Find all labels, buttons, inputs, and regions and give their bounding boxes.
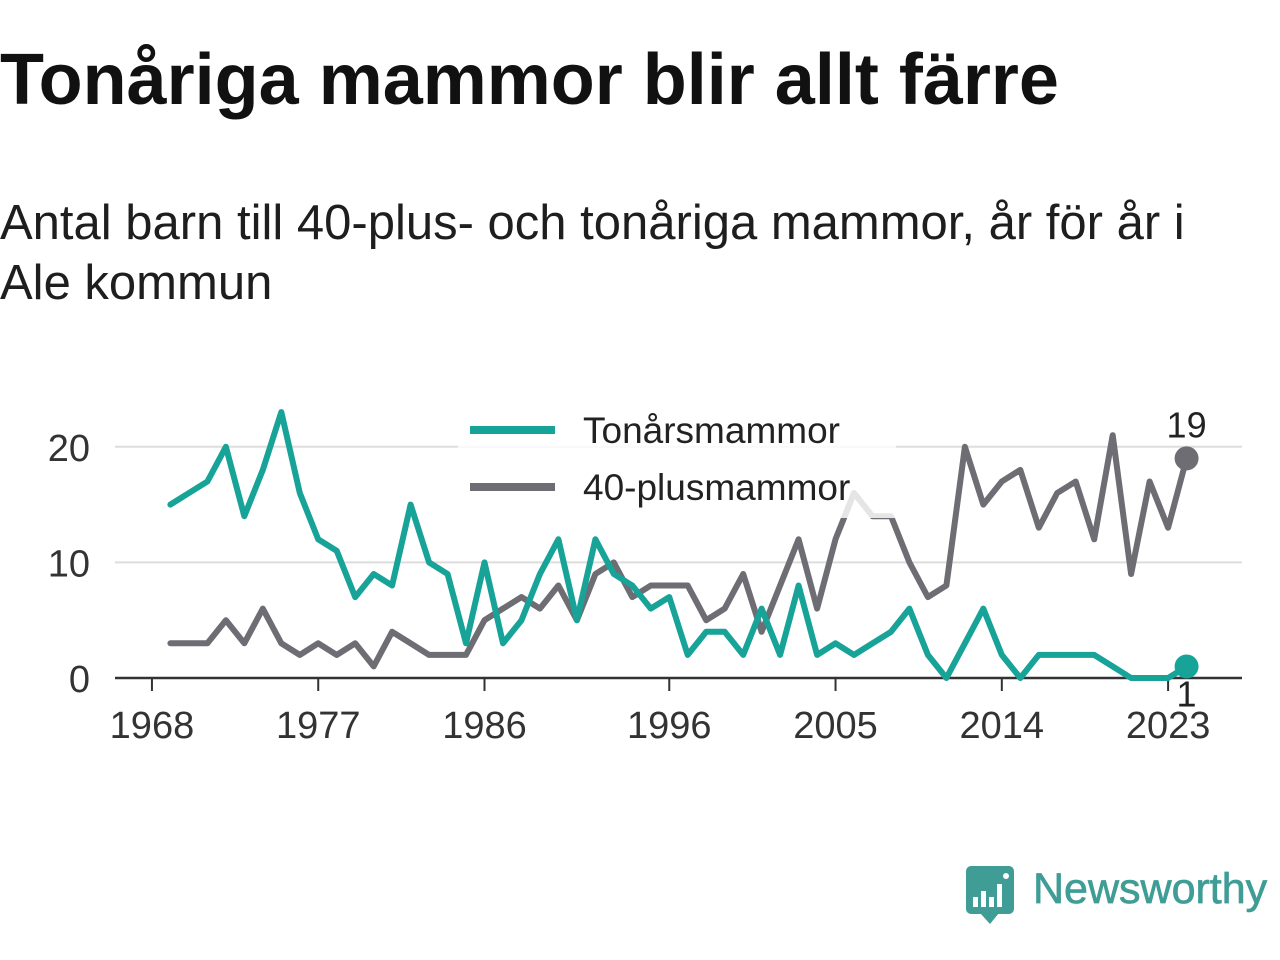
x-axis: 1968 1977 1986 1996 2005 2014 2023 [110, 676, 1242, 747]
x-tick-label-1977: 1977 [276, 705, 361, 747]
legend: Tonårsmammor 40-plusmammor [458, 402, 896, 518]
end-marker-40-plusmammor [1174, 446, 1199, 471]
chart-subtitle: Antal barn till 40-plus- och tonåriga ma… [0, 196, 1185, 310]
logo-icon-bar [997, 884, 1002, 907]
y-tick-label-10: 10 [48, 543, 90, 585]
end-markers: 1 19 [1167, 404, 1207, 714]
end-label-tonarsmammor: 1 [1177, 673, 1197, 714]
logo-icon-bar [981, 891, 986, 907]
newsworthy-wordmark: Newsworthy [1033, 865, 1268, 913]
chart-title: Tonåriga mammor blir allt färre [0, 40, 1059, 120]
end-label-40-plusmammor: 19 [1167, 404, 1207, 445]
x-tick-label-1996: 1996 [627, 705, 712, 747]
logo-icon-tail [980, 913, 999, 924]
end-marker-tonarsmammor [1174, 654, 1199, 679]
logo-icon-bar [989, 897, 994, 907]
legend-label-tonarsmammor: Tonårsmammor [583, 410, 840, 451]
series-line-40-plusmammor [167, 432, 1190, 670]
x-tick-label-1968: 1968 [110, 705, 195, 747]
y-tick-label-20: 20 [48, 428, 90, 470]
x-tick-label-1986: 1986 [442, 705, 527, 747]
x-tick-label-2023: 2023 [1126, 705, 1211, 747]
x-tick-label-2005: 2005 [793, 705, 878, 747]
x-tick-label-2014: 2014 [960, 705, 1045, 747]
y-tick-label-0: 0 [69, 659, 90, 701]
logo-icon-dot [1003, 873, 1009, 879]
newsworthy-logo: Newsworthy [966, 865, 1268, 924]
series-lines [167, 409, 1190, 681]
logo-icon-bar [973, 897, 978, 907]
legend-background [458, 402, 896, 518]
legend-label-40-plusmammor: 40-plusmammor [583, 467, 850, 508]
series-line-tonarsmammor [167, 409, 1190, 681]
newsworthy-logo-icon [966, 866, 1014, 924]
y-axis: 0 10 20 [48, 428, 90, 701]
